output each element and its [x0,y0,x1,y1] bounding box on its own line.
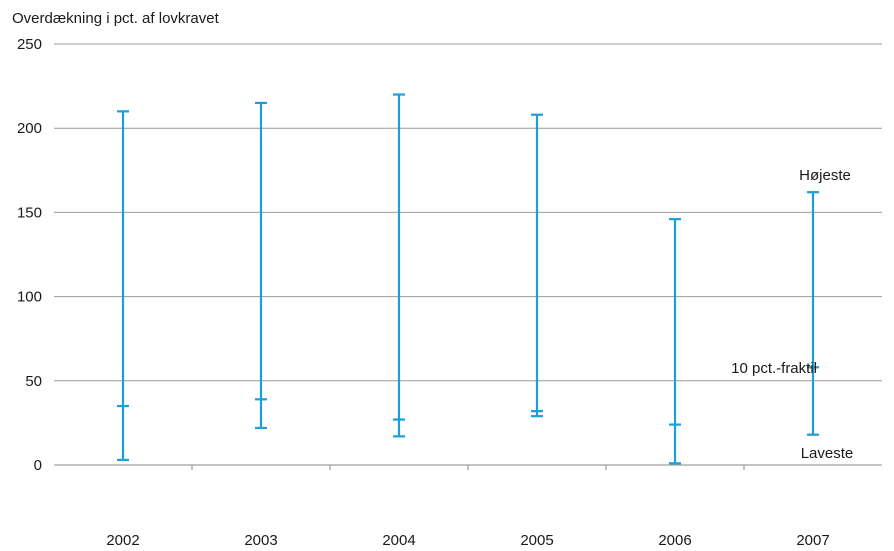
range-2002 [117,110,129,462]
x-axis: 2002 2003 2004 2005 2006 2007 [54,464,882,549]
y-tick-label: 150 [17,204,42,221]
range-2007 [807,191,819,436]
range-2003 [255,101,267,430]
annotation-lowest: Laveste [801,445,854,462]
annotation-fractile: 10 pct.-fraktil [731,360,817,377]
y-tick-label: 50 [25,373,42,390]
x-tick-label: 2006 [658,532,691,549]
range-2006 [669,218,681,465]
y-tick-label: 250 [17,36,42,53]
y-tick-labels: 0 50 100 150 200 250 [17,36,42,474]
range-marks [117,93,819,465]
y-tick-label: 200 [17,120,42,137]
x-tick-label: 2005 [520,532,553,549]
annotations: Højeste 10 pct.-fraktil Laveste [731,167,853,462]
x-tick-label: 2003 [244,532,277,549]
range-2005 [531,113,543,418]
y-axis-label: Overdækning i pct. af lovkravet [12,10,220,27]
y-tick-label: 100 [17,289,42,306]
x-tick-label: 2002 [106,532,139,549]
x-tick-label: 2007 [796,532,829,549]
annotation-highest: Højeste [799,167,851,184]
y-tick-label: 0 [34,457,42,474]
x-tick-label: 2004 [382,532,415,549]
range-2004 [393,93,405,438]
gridlines [54,43,882,382]
